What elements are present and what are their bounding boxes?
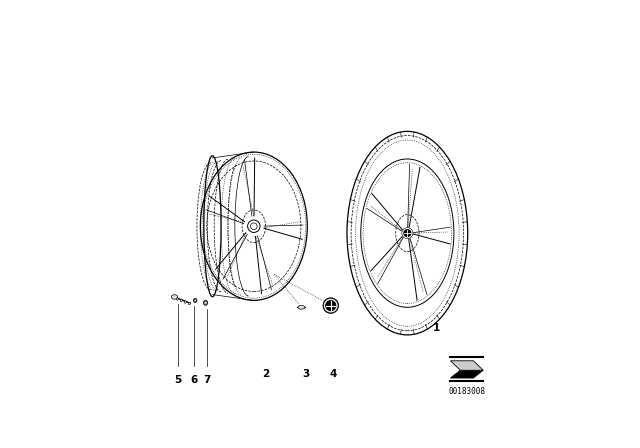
Ellipse shape xyxy=(172,295,177,299)
Circle shape xyxy=(250,223,257,229)
Ellipse shape xyxy=(193,298,197,302)
Text: 7: 7 xyxy=(203,375,211,385)
Circle shape xyxy=(248,220,260,233)
Text: 1: 1 xyxy=(433,323,440,333)
Text: 4: 4 xyxy=(330,370,337,379)
Text: 6: 6 xyxy=(191,375,198,385)
Ellipse shape xyxy=(188,302,190,305)
Circle shape xyxy=(326,301,336,311)
Text: 2: 2 xyxy=(262,370,269,379)
Ellipse shape xyxy=(184,301,186,303)
Ellipse shape xyxy=(180,299,182,302)
Ellipse shape xyxy=(298,306,305,309)
Text: 5: 5 xyxy=(174,375,182,385)
Circle shape xyxy=(323,298,339,313)
Text: 00183008: 00183008 xyxy=(449,387,485,396)
Ellipse shape xyxy=(176,298,179,300)
Polygon shape xyxy=(451,370,483,378)
Text: 3: 3 xyxy=(302,370,309,379)
Polygon shape xyxy=(451,361,483,370)
Circle shape xyxy=(402,228,413,238)
Ellipse shape xyxy=(204,300,207,306)
